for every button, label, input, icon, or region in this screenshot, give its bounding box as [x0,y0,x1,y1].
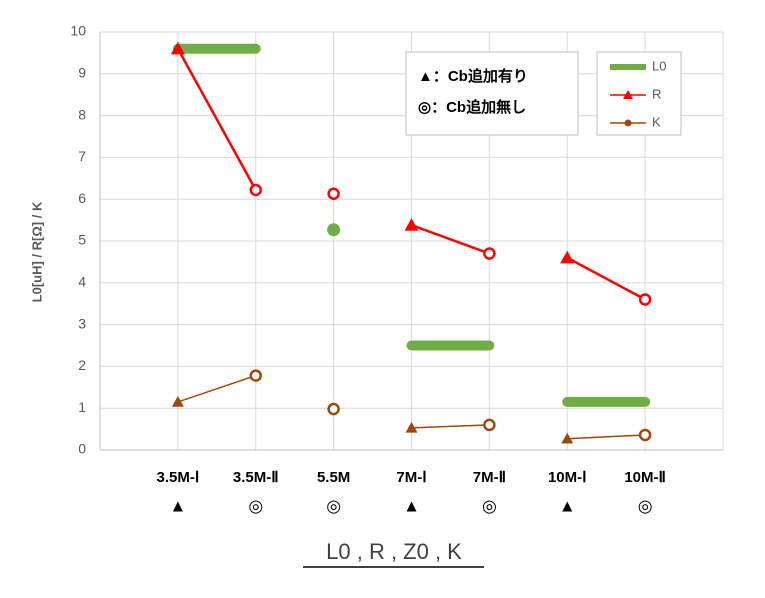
marker [171,395,184,407]
marker-symbol: ◎ [326,496,341,515]
marker [249,369,262,382]
y-tick-label: 1 [78,399,86,415]
x-tick-label: 7M-Ⅰ [396,469,426,486]
marker-symbol: ▲ [169,496,186,515]
x-tick-label: 3.5M-Ⅱ [233,469,279,486]
y-tick-label: 10 [70,23,86,39]
x-tick-label: 5.5M [317,469,350,486]
marker [483,247,496,260]
y-tick-label: 6 [78,190,86,206]
marker [638,428,652,442]
marker [404,218,419,231]
marker [327,223,341,237]
marker-symbol: ▲ [559,496,576,515]
y-tick-label: 8 [78,106,86,122]
marker [327,187,340,201]
y-tick-label: 9 [78,65,86,81]
marker-symbol: ◎ [248,496,263,515]
annotation: ◎：Cb追加無し [418,98,526,116]
marker [249,183,262,197]
y-tick-label: 3 [78,315,86,331]
marker-symbol: ◎ [482,496,497,515]
x-tick-label: 3.5M-Ⅰ [156,469,199,486]
marker [560,250,575,264]
series-line [567,434,646,440]
annotation: ▲：Cb追加有り [418,67,528,85]
marker [561,432,574,444]
y-tick-label: 5 [78,232,86,248]
series-line [177,374,256,403]
x-tick-label: 7M-Ⅱ [473,469,506,486]
x-tick-label: 10M-Ⅰ [548,469,587,486]
series-line [411,424,490,429]
y-tick-label: 7 [78,148,86,164]
legend-marker [624,119,632,127]
marker-symbol: ▲ [403,496,420,515]
legend-marker [623,90,633,99]
x-tick-label: 10M-Ⅱ [624,469,666,486]
marker [405,421,418,433]
series-line [176,48,257,191]
annotation-box [405,51,579,136]
y-tick-label: 0 [78,441,86,457]
series-line [566,256,646,301]
legend-label: K [652,114,661,129]
marker [638,293,652,306]
marker [327,402,340,416]
y-axis-label: L0[uH] / R[Ω] / K [29,201,44,302]
y-tick-label: 2 [78,357,86,373]
legend-label: R [652,86,661,101]
marker [170,41,185,55]
marker [483,418,496,432]
series-line [411,223,490,255]
marker-symbol: ◎ [638,496,653,515]
caption: L0 , R , Z0 , K [326,539,462,564]
legend-label: L0 [652,58,666,73]
y-tick-label: 4 [78,274,86,290]
